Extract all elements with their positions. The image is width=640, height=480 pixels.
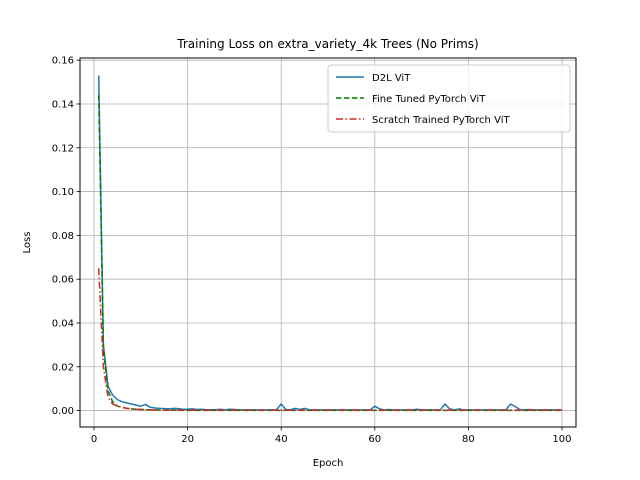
y-tick-label: 0.10 [52,187,74,198]
y-tick-label: 0.16 [52,56,74,67]
y-tick-label: 0.00 [52,406,74,417]
x-axis: 0 20 40 60 80 100 [91,427,572,445]
legend: D2L ViT Fine Tuned PyTorch ViT Scratch Tra… [327,64,571,133]
series-line-2 [97,95,562,412]
x-tick-label: 80 [462,434,475,445]
legend-entry-label: Fine Tuned PyTorch ViT [372,94,486,105]
y-tick-label: 0.12 [52,143,74,154]
y-tick-label: 0.02 [52,362,74,373]
series-line-3 [97,268,562,411]
legend-entry-label: Scratch Trained PyTorch ViT [372,115,510,126]
x-tick-label: 20 [181,434,194,445]
y-tick-label: 0.14 [52,99,74,110]
y-tick-label: 0.04 [52,318,74,329]
legend-entry-label: D2L ViT [372,73,411,84]
chart-title: Training Loss on extra_variety_4k Trees … [176,37,478,51]
y-tick-label: 0.08 [52,231,74,242]
y-tick-label: 0.06 [52,275,74,286]
plot-frame [79,57,577,428]
x-tick-label: 100 [552,434,571,445]
series-layer [97,75,562,412]
legend-box [327,64,571,133]
y-axis-label: Loss [22,232,33,254]
y-axis: 0.00 0.02 0.04 0.06 0.08 0.10 0.12 0.14 0.16 [52,56,80,417]
x-axis-label: Epoch [313,458,344,469]
x-tick-label: 0 [91,434,97,445]
x-tick-label: 40 [275,434,288,445]
x-tick-label: 60 [368,434,381,445]
